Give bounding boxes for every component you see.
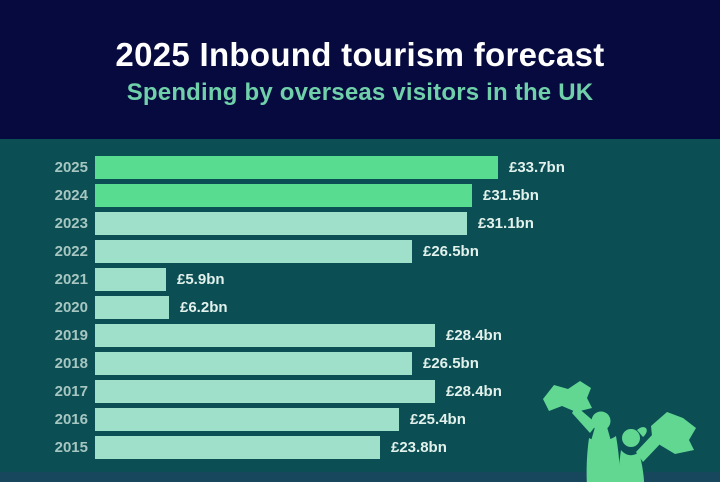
year-label: 2016 (54, 411, 88, 428)
bar-2022 (95, 240, 412, 263)
chart-row-2021: 2021 £5.9bn (0, 268, 720, 291)
bar-2025 (95, 156, 498, 179)
value-label: £26.5bn (423, 355, 479, 372)
year-label: 2021 (54, 271, 88, 288)
header: 2025 Inbound tourism forecast Spending b… (0, 0, 720, 139)
year-label: 2019 (54, 327, 88, 344)
bar-2016 (95, 408, 399, 431)
page-subtitle: Spending by overseas visitors in the UK (126, 79, 594, 106)
value-label: £6.2bn (180, 299, 228, 316)
bar-2020 (95, 296, 169, 319)
chart-row-2015: 2015 £23.8bn (0, 436, 720, 459)
bar-2018 (95, 352, 412, 375)
bar-2021 (95, 268, 166, 291)
chart-row-2017: 2017 £28.4bn (0, 380, 720, 403)
value-label: £33.7bn (509, 159, 565, 176)
chart-row-2023: 2023 £31.1bn (0, 212, 720, 235)
bar-2015 (95, 436, 380, 459)
year-label: 2023 (54, 215, 88, 232)
value-label: £26.5bn (423, 243, 479, 260)
chart-row-2022: 2022 £26.5bn (0, 240, 720, 263)
value-label: £31.1bn (478, 215, 534, 232)
chart-row-2025: 2025 £33.7bn (0, 156, 720, 179)
value-label: £5.9bn (177, 271, 225, 288)
bar-chart: 2025 £33.7bn 2024 £31.5bn 2023 £31.1bn 2022 £26… (0, 139, 720, 482)
chart-row-2019: 2019 £28.4bn (0, 324, 720, 347)
value-label: £25.4bn (410, 411, 466, 428)
chart-row-2018: 2018 £26.5bn (0, 352, 720, 375)
bar-2024 (95, 184, 472, 207)
value-label: £28.4bn (446, 383, 502, 400)
year-label: 2022 (54, 243, 88, 260)
page-title: 2025 Inbound tourism forecast (115, 36, 605, 73)
year-label: 2020 (54, 299, 88, 316)
chart-row-2016: 2016 £25.4bn (0, 408, 720, 431)
bar-rows: 2025 £33.7bn 2024 £31.5bn 2023 £31.1bn 2022 £26… (0, 156, 720, 464)
value-label: £31.5bn (483, 187, 539, 204)
year-label: 2015 (54, 439, 88, 456)
footer-strip (0, 472, 720, 482)
tourists-silhouette-icon (543, 381, 696, 482)
year-label: 2025 (54, 159, 88, 176)
year-label: 2024 (54, 187, 88, 204)
chart-row-2024: 2024 £31.5bn (0, 184, 720, 207)
bar-2017 (95, 380, 435, 403)
value-label: £28.4bn (446, 327, 502, 344)
chart-row-2020: 2020 £6.2bn (0, 296, 720, 319)
value-label: £23.8bn (391, 439, 447, 456)
bar-2023 (95, 212, 467, 235)
year-label: 2017 (54, 383, 88, 400)
bar-2019 (95, 324, 435, 347)
year-label: 2018 (54, 355, 88, 372)
